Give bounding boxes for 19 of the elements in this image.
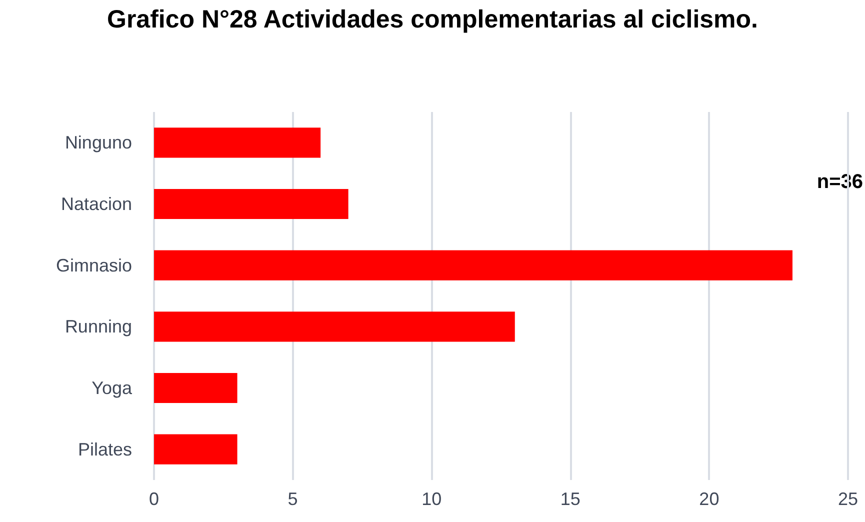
chart-title: Grafico N°28 Actividades complementarias al ciclismo. [106, 6, 758, 34]
y-tick-label: Yoga [92, 378, 133, 398]
y-tick-label: Pilates [78, 439, 132, 460]
bar [154, 372, 238, 404]
x-tick-label: 20 [699, 489, 720, 509]
bar [154, 434, 238, 464]
x-tick-label: 10 [422, 489, 442, 509]
x-tick-label: 5 [288, 489, 298, 509]
bar [154, 312, 515, 342]
bar [154, 188, 348, 220]
y-tick-label: Natacion [60, 194, 132, 214]
x-tick-label: 15 [560, 489, 580, 509]
bar [154, 250, 792, 280]
y-tick-label: Gimnasio [56, 255, 132, 276]
x-tick-label: 0 [148, 489, 160, 509]
y-tick-label: Running [64, 316, 132, 337]
x-tick-label: 25 [838, 489, 858, 509]
bar [154, 128, 321, 158]
y-tick-label: Ninguno [64, 132, 132, 153]
